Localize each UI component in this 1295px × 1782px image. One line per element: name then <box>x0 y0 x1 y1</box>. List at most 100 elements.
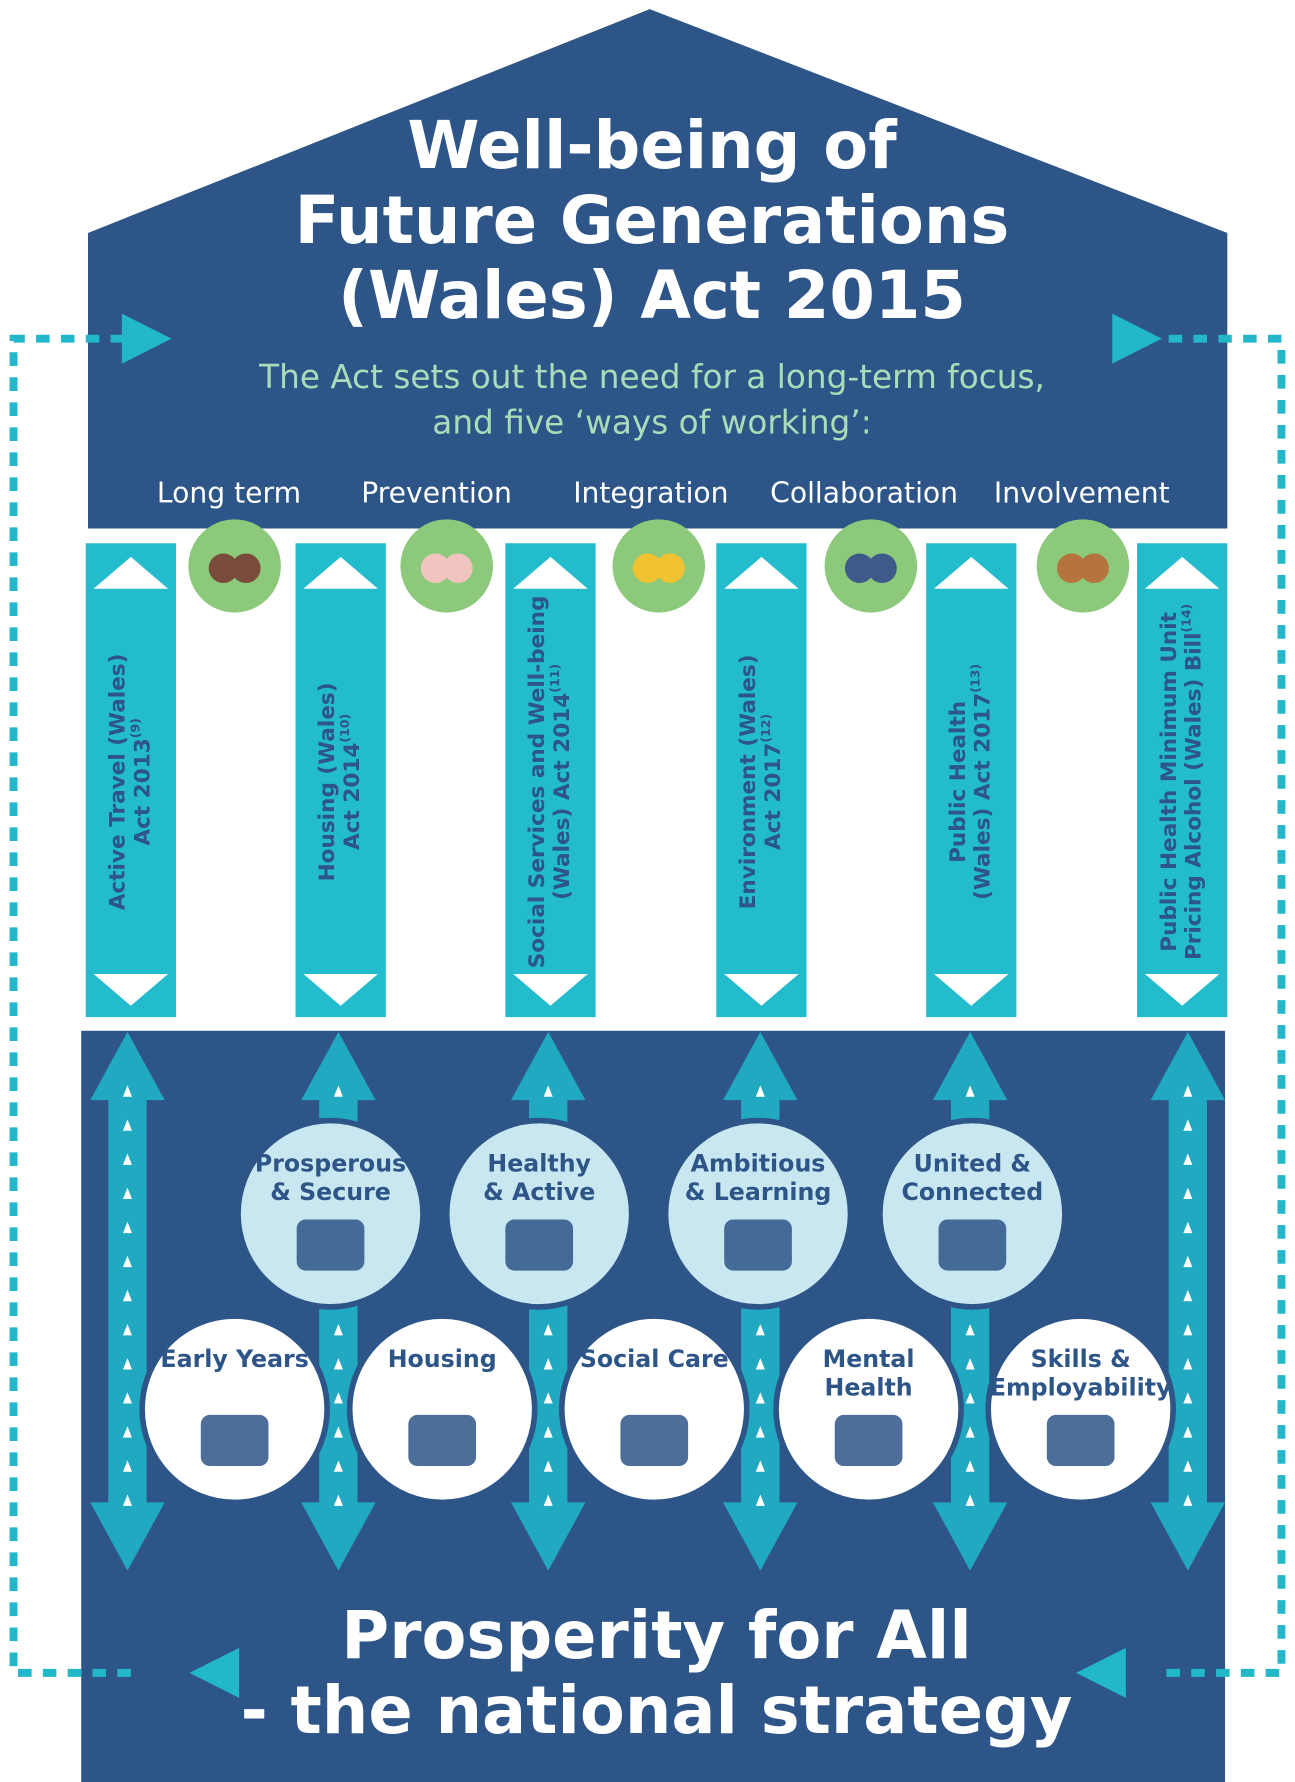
goal-label: & Secure <box>270 1178 391 1206</box>
goal-label: Ambitious <box>691 1149 826 1177</box>
arrow-tick <box>755 1323 765 1336</box>
pillar-arrow-up <box>724 556 799 589</box>
arrow-tick <box>333 1323 343 1336</box>
arrow-tick <box>122 1358 132 1370</box>
way-icon <box>632 553 663 584</box>
goal-label: United & <box>914 1149 1031 1177</box>
goal-label: Prosperous <box>255 1149 406 1177</box>
arrow-tick <box>122 1221 132 1234</box>
arrow-tick <box>122 1255 132 1268</box>
pillar-arrow-down <box>1144 973 1220 1006</box>
goal-icon <box>724 1219 792 1271</box>
double-arrow-head <box>1150 1031 1226 1101</box>
act-name: Public Health Minimum Unit <box>1157 612 1182 952</box>
goal-icon <box>620 1414 689 1467</box>
double-arrow-shaft <box>1168 1096 1208 1509</box>
arrow-tick <box>543 1494 553 1506</box>
goal-icon <box>296 1219 365 1271</box>
goal-label: Health <box>825 1373 913 1401</box>
goal-label: Healthy <box>487 1149 591 1177</box>
goal-circle <box>443 1117 635 1310</box>
act-ref: (14) <box>1178 604 1193 633</box>
pillar <box>926 543 1017 1018</box>
arrow-tick <box>755 1426 765 1438</box>
goal-circle <box>235 1117 426 1310</box>
act-ref: (12) <box>757 714 772 743</box>
way-icon <box>844 553 875 584</box>
arrow-tick <box>543 1426 553 1438</box>
arrow-tick <box>755 1460 765 1472</box>
act-name: Housing (Wales) <box>315 682 340 881</box>
arrow-tick <box>1183 1153 1193 1165</box>
way-of-working: Long term <box>157 476 301 509</box>
pillar-label: Social Services and Well-being (Wales) Ac… <box>525 596 575 969</box>
double-arrow-head <box>90 1502 165 1571</box>
arrow-tick <box>755 1358 765 1370</box>
title-line: Well-being of <box>407 108 898 184</box>
arrow-tick <box>543 1323 553 1336</box>
arrow-tick <box>1183 1221 1193 1234</box>
way-of-working: Prevention <box>361 476 512 509</box>
act-ref: (9) <box>127 718 142 738</box>
act-name: (Wales) Act 2017(13) <box>967 664 995 900</box>
act-name: Act 2013(9) <box>127 718 155 846</box>
arrow-tick <box>965 1392 975 1404</box>
act-name: Social Services and Well-being <box>525 596 550 969</box>
title-line: Future Generations <box>295 183 1010 259</box>
act-ref: (10) <box>337 714 352 743</box>
footer-line: Prosperity for All <box>341 1598 972 1674</box>
act-ref: (13) <box>967 664 982 693</box>
double-arrow-head <box>301 1502 376 1571</box>
goal-label: Employability <box>990 1373 1172 1401</box>
arrow-tick <box>122 1494 132 1506</box>
act-name: Active Travel (Wales) <box>105 654 130 911</box>
arrow-tick <box>1183 1426 1193 1438</box>
goal-circle <box>773 1313 964 1506</box>
way-of-working: Integration <box>573 476 728 509</box>
arrow-tick <box>122 1289 132 1302</box>
act-name: Public Health <box>946 701 971 863</box>
arrow-tick <box>755 1494 765 1506</box>
pillar-arrow-down <box>303 973 378 1006</box>
arrow-tick <box>1183 1494 1193 1506</box>
pillar-label: Active Travel (Wales) Act 2013(9) <box>105 654 155 911</box>
double-arrow-head <box>932 1502 1008 1571</box>
title-line: (Wales) Act 2015 <box>338 258 966 334</box>
arrow-tick <box>1183 1119 1193 1131</box>
pillar-label: Public Health (Wales) Act 2017(13) <box>946 664 996 900</box>
way-of-working: Collaboration <box>770 476 958 509</box>
way-icon <box>443 553 473 584</box>
double-arrow-head <box>90 1031 165 1101</box>
goal-icon <box>1046 1414 1115 1467</box>
footer-line: - the national strategy <box>241 1673 1073 1749</box>
pillar-arrow-down <box>724 973 799 1006</box>
double-arrow-head <box>932 1031 1008 1101</box>
double-arrow-head <box>301 1031 376 1101</box>
pillar-arrow-up <box>93 556 169 589</box>
arrow-tick <box>122 1187 132 1199</box>
goal-label: Social Care <box>580 1345 729 1373</box>
act-ref: (11) <box>547 664 562 693</box>
goal-icon <box>938 1219 1007 1271</box>
act-name: (Wales) Act 2014(11) <box>547 664 575 900</box>
arrow-tick <box>333 1426 343 1438</box>
arrow-tick <box>1183 1358 1193 1370</box>
pillar <box>1137 543 1228 1018</box>
pillar <box>716 543 807 1018</box>
goal-label: Connected <box>901 1178 1043 1206</box>
double-arrow-head <box>723 1502 798 1571</box>
arrow-tick <box>122 1085 132 1097</box>
way-icon <box>208 553 239 584</box>
goal-label: & Active <box>483 1178 595 1206</box>
house-roof <box>87 9 1228 529</box>
arrow-tick <box>1183 1289 1193 1302</box>
arrow-tick <box>965 1426 975 1438</box>
subtitle-line: The Act sets out the need for a long-ter… <box>258 358 1045 396</box>
arrow-tick <box>543 1358 553 1370</box>
goal-circle <box>877 1117 1068 1310</box>
arrow-tick <box>333 1460 343 1472</box>
goal-circle <box>139 1313 330 1506</box>
arrow-tick <box>122 1460 132 1472</box>
goal-label: Mental <box>823 1345 915 1373</box>
